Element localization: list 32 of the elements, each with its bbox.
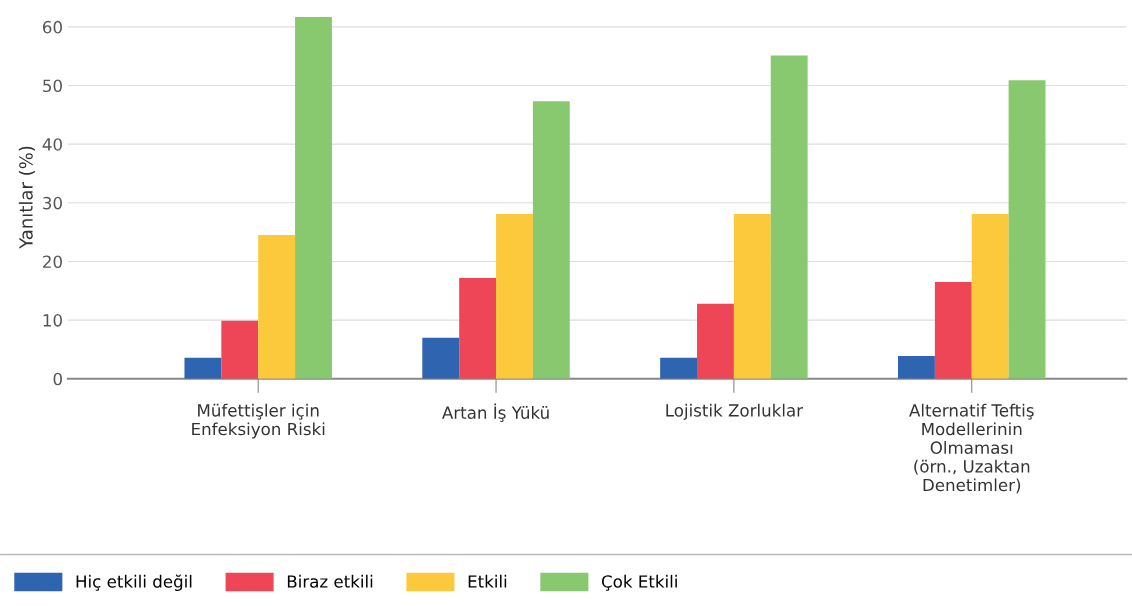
bar <box>258 235 296 379</box>
legend-label: Biraz etkili <box>287 574 373 588</box>
bar <box>532 101 570 379</box>
x-tick-label: Lojistik Zorluklar <box>666 403 804 420</box>
bar <box>770 55 808 379</box>
y-tick-label: 30 <box>43 196 62 210</box>
legend-label: Etkili <box>468 574 507 588</box>
bar <box>295 16 332 379</box>
bar <box>459 277 497 379</box>
y-tick-label: 50 <box>43 79 62 93</box>
bar <box>898 355 935 379</box>
y-tick-label: 40 <box>42 138 62 151</box>
bar <box>733 213 771 379</box>
x-tick-label: Müfettişler için Enfeksiyon Riski <box>192 403 325 439</box>
bar <box>971 213 1009 379</box>
legend-label: Çok Etkili <box>601 574 677 591</box>
bar <box>934 281 972 379</box>
bar <box>184 357 222 379</box>
bar <box>221 320 259 379</box>
bar <box>697 303 734 379</box>
x-tick-label: Artan İş Yükü <box>442 403 549 422</box>
bar <box>660 357 698 379</box>
y-tick-label: 60 <box>43 20 62 34</box>
bar <box>496 213 533 379</box>
x-tick-label: Alternatif Teftiş Modellerinin Olmaması (örn., Uzaktan Denetimler) <box>909 403 1034 494</box>
bar <box>1008 80 1046 379</box>
y-tick-label: 20 <box>43 255 62 269</box>
y-tick-label: 0 <box>53 372 62 386</box>
bar <box>422 337 460 379</box>
y-axis-title: Yanıtlar (%) <box>18 146 35 249</box>
y-tick-label: 10 <box>43 314 62 327</box>
legend-label: Hiç etkili değil <box>76 574 192 591</box>
